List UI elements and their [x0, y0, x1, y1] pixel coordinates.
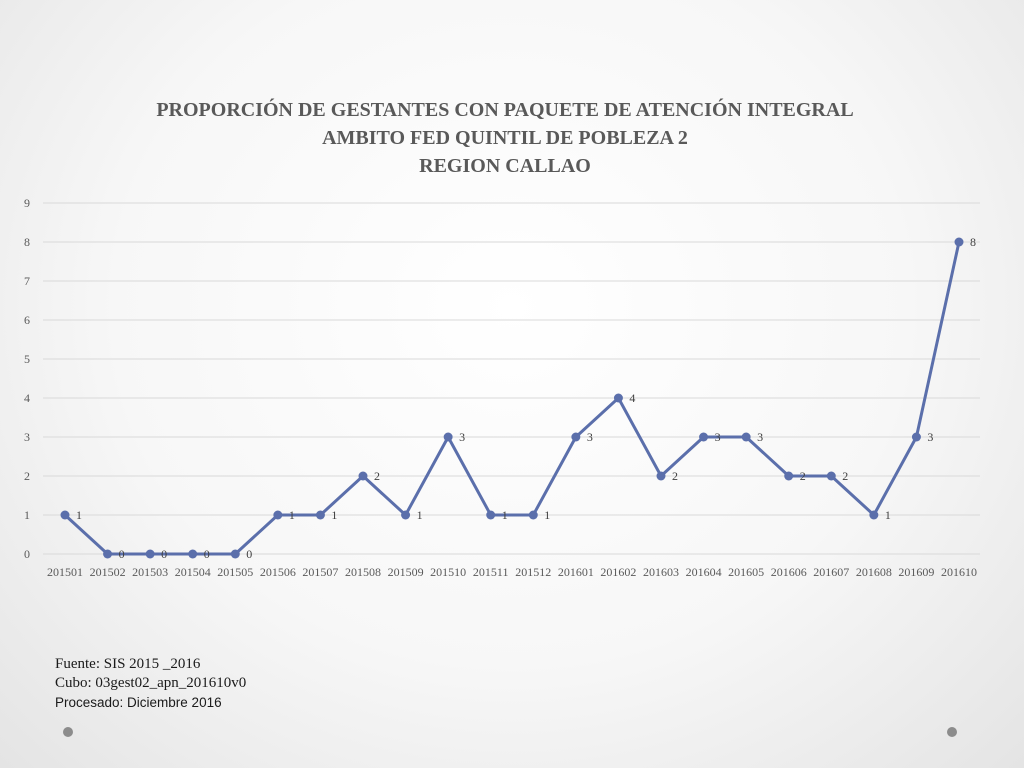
processed-text: Procesado: Diciembre 2016: [55, 695, 222, 710]
data-point: [486, 510, 496, 520]
series-line-group: [60, 237, 964, 559]
data-label: 0: [204, 547, 210, 561]
data-label: 1: [417, 508, 423, 522]
x-tick-label: 201507: [302, 565, 338, 579]
data-point: [273, 510, 283, 520]
data-label: 1: [331, 508, 337, 522]
data-point: [401, 510, 411, 520]
y-tick-label: 9: [24, 196, 30, 210]
y-axis-ticks: 0 1 2 3 4 5 6 7 8 9: [24, 196, 30, 561]
y-tick-label: 7: [24, 274, 30, 288]
data-label: 3: [927, 430, 933, 444]
slide-dot-right: [947, 727, 957, 737]
x-tick-label: 201506: [260, 565, 296, 579]
data-point: [954, 237, 964, 247]
y-tick-label: 8: [24, 235, 30, 249]
x-tick-label: 201605: [728, 565, 764, 579]
data-point: [188, 549, 198, 559]
data-labels: 1 0 0 0 0 1 1 2 1 3 1 1 3 4 2 3 3 2 2 1 3 8: [76, 235, 976, 561]
data-label: 1: [289, 508, 295, 522]
data-point: [358, 471, 368, 481]
data-label: 3: [459, 430, 465, 444]
x-tick-label: 201602: [600, 565, 636, 579]
data-label: 0: [119, 547, 125, 561]
data-point: [528, 510, 538, 520]
x-tick-label: 201501: [47, 565, 83, 579]
series-line: [63, 241, 961, 556]
x-tick-label: 201601: [558, 565, 594, 579]
data-point: [145, 549, 155, 559]
data-label: 2: [374, 469, 380, 483]
data-label: 1: [76, 508, 82, 522]
data-point: [60, 510, 70, 520]
data-label: 4: [629, 391, 635, 405]
x-tick-label: 201609: [898, 565, 934, 579]
data-point: [699, 432, 709, 442]
source-text: Fuente: SIS 2015 _2016: [55, 656, 201, 672]
gridlines: [43, 202, 980, 555]
x-tick-label: 201606: [771, 565, 807, 579]
y-tick-label: 2: [24, 469, 30, 483]
x-tick-label: 201608: [856, 565, 892, 579]
x-tick-label: 201504: [175, 565, 211, 579]
source-notes: Fuente: SIS 2015 _2016 Cubo: 03gest02_ap…: [55, 655, 246, 712]
x-tick-label: 201607: [813, 565, 849, 579]
x-tick-label: 201604: [686, 565, 722, 579]
data-point: [656, 471, 666, 481]
data-label: 3: [715, 430, 721, 444]
x-tick-label: 201511: [473, 565, 509, 579]
data-label: 0: [161, 547, 167, 561]
x-tick-label: 201505: [217, 565, 253, 579]
data-label: 3: [757, 430, 763, 444]
data-label: 8: [970, 235, 976, 249]
data-point: [571, 432, 581, 442]
cube-text: Cubo: 03gest02_apn_201610v0: [55, 675, 247, 691]
data-point: [315, 510, 325, 520]
y-tick-label: 6: [24, 313, 30, 327]
data-point: [826, 471, 836, 481]
data-point: [784, 471, 794, 481]
x-tick-label: 201603: [643, 565, 679, 579]
chart-title-line-3: REGION CALLAO: [419, 155, 591, 177]
data-label: 1: [502, 508, 508, 522]
data-label: 2: [800, 469, 806, 483]
y-tick-label: 4: [24, 391, 30, 405]
data-point: [230, 549, 240, 559]
y-tick-label: 3: [24, 430, 30, 444]
x-tick-label: 201509: [388, 565, 424, 579]
chart-title: PROPORCIÓN DE GESTANTES CON PAQUETE DE A…: [0, 96, 1010, 180]
data-label: 1: [544, 508, 550, 522]
data-label: 3: [587, 430, 593, 444]
x-axis-ticks: 201501 201502 201503 201504 201505 201506 2015…: [47, 565, 977, 579]
data-label: 1: [885, 508, 891, 522]
x-tick-label: 201503: [132, 565, 168, 579]
x-tick-label: 201508: [345, 565, 381, 579]
y-tick-label: 1: [24, 508, 30, 522]
data-point: [103, 549, 113, 559]
slide-dot-left: [63, 727, 73, 737]
data-point: [869, 510, 879, 520]
y-tick-label: 0: [24, 547, 30, 561]
chart-title-line-2: AMBITO FED QUINTIL DE POBLEZA 2: [322, 127, 688, 149]
data-point: [613, 393, 623, 403]
x-tick-label: 201502: [90, 565, 126, 579]
chart-title-line-1: PROPORCIÓN DE GESTANTES CON PAQUETE DE A…: [156, 99, 854, 121]
y-tick-label: 5: [24, 352, 30, 366]
data-point: [443, 432, 453, 442]
data-label: 2: [842, 469, 848, 483]
data-point: [741, 432, 751, 442]
data-point: [911, 432, 921, 442]
data-label: 0: [246, 547, 252, 561]
data-label: 2: [672, 469, 678, 483]
x-tick-label: 201610: [941, 565, 977, 579]
x-tick-label: 201510: [430, 565, 466, 579]
x-tick-label: 201512: [515, 565, 551, 579]
